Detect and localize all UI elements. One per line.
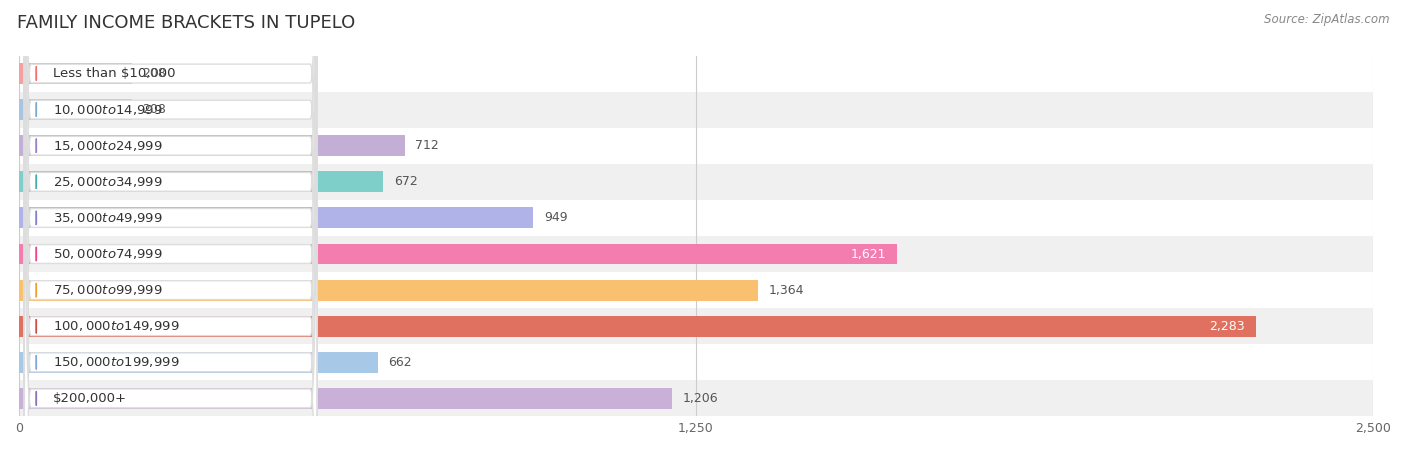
Bar bbox=[20, 236, 1374, 272]
Text: Less than $10,000: Less than $10,000 bbox=[52, 67, 176, 80]
Text: 672: 672 bbox=[394, 176, 418, 189]
Text: 2,283: 2,283 bbox=[1209, 320, 1244, 333]
Bar bbox=[20, 63, 132, 84]
Bar bbox=[20, 344, 1374, 380]
Bar bbox=[20, 243, 897, 265]
FancyBboxPatch shape bbox=[24, 0, 316, 450]
Text: $200,000+: $200,000+ bbox=[52, 392, 127, 405]
Text: 662: 662 bbox=[388, 356, 412, 369]
FancyBboxPatch shape bbox=[24, 0, 316, 450]
Bar bbox=[20, 55, 1374, 92]
Text: $25,000 to $34,999: $25,000 to $34,999 bbox=[52, 175, 162, 189]
FancyBboxPatch shape bbox=[24, 0, 316, 450]
Text: $15,000 to $24,999: $15,000 to $24,999 bbox=[52, 139, 162, 153]
Text: 208: 208 bbox=[142, 103, 166, 116]
Bar bbox=[20, 164, 1374, 200]
Text: $75,000 to $99,999: $75,000 to $99,999 bbox=[52, 283, 162, 297]
Bar bbox=[20, 99, 132, 120]
FancyBboxPatch shape bbox=[24, 0, 316, 450]
Bar bbox=[20, 200, 1374, 236]
Text: 1,621: 1,621 bbox=[851, 248, 886, 261]
Text: FAMILY INCOME BRACKETS IN TUPELO: FAMILY INCOME BRACKETS IN TUPELO bbox=[17, 14, 356, 32]
FancyBboxPatch shape bbox=[24, 0, 316, 450]
Bar bbox=[20, 279, 758, 301]
Bar bbox=[20, 272, 1374, 308]
Text: 1,364: 1,364 bbox=[769, 284, 804, 297]
Bar bbox=[20, 308, 1374, 344]
Text: $10,000 to $14,999: $10,000 to $14,999 bbox=[52, 103, 162, 117]
Bar bbox=[20, 316, 1256, 337]
Text: 712: 712 bbox=[415, 139, 439, 152]
Bar bbox=[20, 135, 405, 156]
Text: Source: ZipAtlas.com: Source: ZipAtlas.com bbox=[1264, 14, 1389, 27]
Text: $50,000 to $74,999: $50,000 to $74,999 bbox=[52, 247, 162, 261]
Bar bbox=[20, 388, 672, 409]
Text: 1,206: 1,206 bbox=[683, 392, 718, 405]
Bar bbox=[20, 380, 1374, 416]
Text: $35,000 to $49,999: $35,000 to $49,999 bbox=[52, 211, 162, 225]
Text: $150,000 to $199,999: $150,000 to $199,999 bbox=[52, 356, 179, 369]
FancyBboxPatch shape bbox=[24, 0, 316, 450]
Bar bbox=[20, 171, 382, 192]
Bar bbox=[20, 352, 378, 373]
FancyBboxPatch shape bbox=[24, 0, 316, 450]
Text: 208: 208 bbox=[142, 67, 166, 80]
Bar bbox=[20, 92, 1374, 128]
FancyBboxPatch shape bbox=[24, 0, 316, 450]
Bar bbox=[20, 207, 533, 229]
Bar bbox=[20, 128, 1374, 164]
FancyBboxPatch shape bbox=[24, 0, 316, 450]
Text: 949: 949 bbox=[544, 212, 568, 225]
FancyBboxPatch shape bbox=[24, 0, 316, 450]
Text: $100,000 to $149,999: $100,000 to $149,999 bbox=[52, 319, 179, 333]
